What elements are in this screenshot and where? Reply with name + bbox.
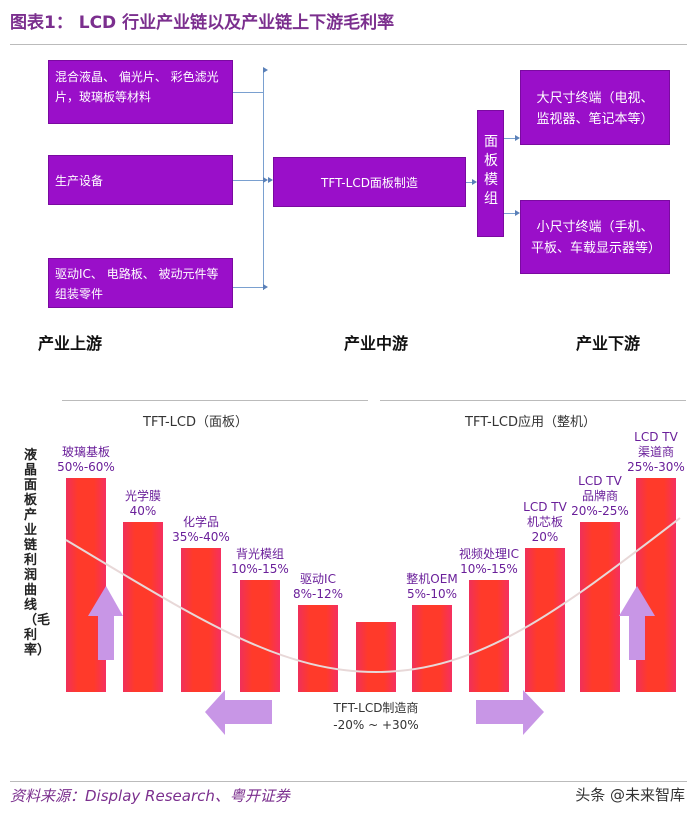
- bar-label: 化学品 35%-40%: [156, 515, 246, 545]
- bar-9: [525, 548, 565, 692]
- bar-5: [298, 605, 338, 692]
- source-note: 资料来源：Display Research、粤开证券: [10, 787, 290, 805]
- box-text: 面板模组: [484, 134, 498, 207]
- bar-label: 光学膜 40%: [98, 489, 188, 519]
- smile-curve: [65, 517, 681, 674]
- bar-label: 视频处理IC 10%-15%: [444, 547, 534, 577]
- bar-2: [123, 522, 163, 692]
- bar-label: LCD TV 渠道商 25%-30%: [611, 430, 697, 475]
- box-text: 小尺寸终端（手机、平板、车载显示器等）: [531, 220, 662, 256]
- box-text: 大尺寸终端（电视、监视器、笔记本等）: [536, 91, 654, 127]
- section-line-right: [380, 400, 686, 401]
- left-arrow: [205, 690, 272, 735]
- bar-label: 整机OEM 5%-10%: [387, 572, 477, 602]
- upstream-materials-box: 混合液晶、 偏光片、 彩色滤光片，玻璃板等材料: [48, 60, 233, 124]
- box-text: 生产设备: [55, 174, 104, 188]
- bar-4: [240, 580, 280, 692]
- bar-category: 驱动IC: [300, 572, 336, 586]
- panel-module-box: 面板模组: [477, 110, 504, 237]
- bar-margin: 20%: [531, 530, 559, 544]
- box-text: TFT-LCD面板制造: [321, 176, 418, 190]
- bar-category: LCD TV 渠道商: [634, 430, 678, 459]
- footer-divider: [10, 781, 687, 782]
- bar-margin: 10%-15%: [460, 562, 518, 576]
- bar-8: [469, 580, 509, 692]
- bar-category: 整机OEM: [406, 572, 458, 586]
- bar-category: 玻璃基板: [61, 445, 110, 459]
- bar-category: LCD TV 品牌商: [578, 474, 622, 503]
- up-arrow-right: [619, 586, 655, 660]
- bar-margin: 35%-40%: [172, 530, 230, 544]
- manufacturer-name: TFT-LCD制造商: [333, 701, 419, 715]
- bar-6: [356, 622, 396, 692]
- box-text: 驱动IC、 电路板、 被动元件等组装零件: [55, 267, 219, 301]
- bar-margin: 20%-25%: [571, 504, 629, 518]
- right-arrow: [476, 690, 544, 735]
- bar-label: 背光模组 10%-15%: [215, 547, 305, 577]
- bar-category: 化学品: [182, 515, 219, 529]
- bar-10: [580, 522, 620, 692]
- bar-margin: 50%-60%: [57, 460, 115, 474]
- figure-title: 图表1： LCD 行业产业链以及产业链上下游毛利率: [10, 13, 395, 33]
- bar-margin: 10%-15%: [231, 562, 289, 576]
- small-terminal-box: 小尺寸终端（手机、平板、车载显示器等）: [520, 200, 670, 274]
- stage-downstream: 产业下游: [576, 334, 641, 353]
- bar-margin: 5%-10%: [406, 587, 458, 601]
- bar-category: 视频处理IC: [459, 547, 519, 561]
- section-panel: TFT-LCD（面板）: [143, 415, 248, 430]
- upstream-components-box: 驱动IC、 电路板、 被动元件等组装零件: [48, 258, 233, 308]
- bar-label: LCD TV 机芯板 20%: [500, 500, 590, 545]
- stage-upstream: 产业上游: [38, 334, 103, 353]
- section-application: TFT-LCD应用（整机）: [465, 415, 596, 430]
- bar-margin: 8%-12%: [292, 587, 344, 601]
- bar-category: 光学膜: [124, 489, 161, 503]
- bar-3: [181, 548, 221, 692]
- bar-7: [412, 605, 452, 692]
- large-terminal-box: 大尺寸终端（电视、监视器、笔记本等）: [520, 70, 670, 145]
- box-text: 混合液晶、 偏光片、 彩色滤光片，玻璃板等材料: [55, 70, 219, 104]
- bar-margin: 25%-30%: [627, 460, 685, 474]
- stage-midstream: 产业中游: [344, 334, 409, 353]
- section-line-left: [62, 400, 368, 401]
- manufacturer-label: TFT-LCD制造商 -20% ~ +30%: [326, 700, 426, 734]
- bar-margin: 40%: [129, 504, 157, 518]
- bar-label: 玻璃基板 50%-60%: [41, 445, 131, 475]
- manufacturer-margin: -20% ~ +30%: [333, 718, 419, 732]
- upstream-equipment-box: 生产设备: [48, 155, 233, 205]
- watermark: 头条 @未来智库: [575, 786, 685, 804]
- bar-label: 驱动IC 8%-12%: [273, 572, 363, 602]
- bar-category: 背光模组: [235, 547, 284, 561]
- up-arrow-left: [88, 586, 123, 660]
- title-divider: [10, 44, 687, 45]
- bar-label: LCD TV 品牌商 20%-25%: [555, 474, 645, 519]
- bar-category: LCD TV 机芯板: [523, 500, 567, 529]
- midstream-box: TFT-LCD面板制造: [273, 157, 466, 207]
